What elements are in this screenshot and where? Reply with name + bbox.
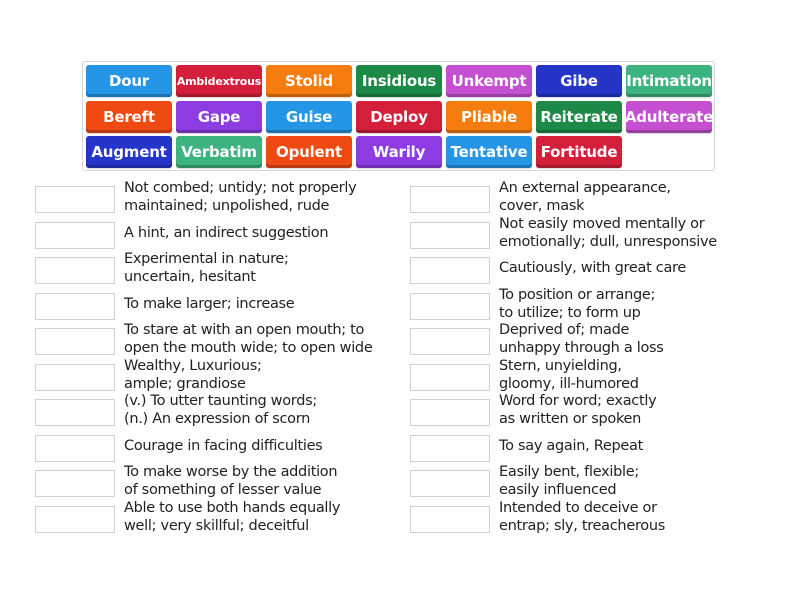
word-tile[interactable]: Insidious: [356, 65, 442, 97]
definition-text: Courage in facing difficulties: [124, 437, 323, 455]
answer-drop-slot[interactable]: [410, 328, 490, 355]
definition-text: Not easily moved mentally or emotionally;…: [499, 215, 717, 251]
definition-text: To say again, Repeat: [499, 437, 643, 455]
word-tile[interactable]: Fortitude: [536, 136, 622, 168]
word-tile[interactable]: Warily: [356, 136, 442, 168]
definition-line-1: Deprived of; made: [499, 322, 630, 338]
definition-line-2: of something of lesser value: [124, 482, 322, 498]
definition-line-2: emotionally; dull, unresponsive: [499, 234, 717, 250]
definition-line-2: as written or spoken: [499, 411, 642, 427]
word-tile[interactable]: Reiterate: [536, 100, 622, 133]
word-tile[interactable]: Tentative: [446, 136, 532, 168]
definition-line-2: entrap; sly, treacherous: [499, 518, 666, 534]
answer-drop-slot[interactable]: [410, 293, 490, 320]
definition-line-1: To stare at with an open mouth; to: [124, 322, 365, 338]
definition-text: Able to use both hands equally well; very…: [124, 499, 340, 535]
answer-drop-slot[interactable]: [410, 364, 490, 391]
answer-drop-slot[interactable]: [35, 293, 115, 320]
definition-text: Not combed; untidy; not properly maintain…: [124, 179, 357, 215]
word-tile[interactable]: Intimation: [626, 65, 712, 97]
word-tile[interactable]: Augment: [86, 136, 172, 168]
definition-line-1: To say again, Repeat: [499, 438, 643, 454]
definition-line-1: To make larger; increase: [124, 296, 295, 312]
definition-line-2: ample; grandiose: [124, 376, 246, 392]
answer-drop-slot[interactable]: [35, 364, 115, 391]
word-tile[interactable]: Adulterate: [625, 100, 713, 133]
word-tile[interactable]: Guise: [266, 100, 352, 133]
definition-line-2: unhappy through a loss: [499, 340, 664, 356]
definition-line-1: Able to use both hands equally: [124, 500, 341, 516]
word-tile[interactable]: Opulent: [266, 136, 352, 168]
definition-line-1: Wealthy, Luxurious;: [124, 358, 262, 374]
definition-text: An external appearance, cover, mask: [499, 179, 671, 215]
definition-text: Intended to deceive or entrap; sly, treac…: [499, 499, 665, 535]
definition-text: A hint, an indirect suggestion: [124, 224, 329, 242]
answer-drop-slot[interactable]: [410, 470, 490, 497]
word-tile[interactable]: Dour: [86, 65, 172, 97]
definition-line-1: To make worse by the addition: [124, 464, 338, 480]
answer-drop-slot[interactable]: [410, 222, 490, 249]
definition-line-2: easily influenced: [499, 482, 617, 498]
word-tile[interactable]: Stolid: [266, 65, 352, 97]
definition-line-1: Word for word; exactly: [499, 393, 657, 409]
definition-text: Wealthy, Luxurious; ample; grandiose: [124, 357, 262, 393]
definition-line-2: (n.) An expression of scorn: [124, 411, 311, 427]
word-tile[interactable]: Gibe: [536, 65, 622, 97]
word-tile[interactable]: Gape: [176, 100, 262, 133]
answer-drop-slot[interactable]: [35, 506, 115, 533]
word-tile[interactable]: Unkempt: [446, 65, 532, 97]
definition-line-1: Stern, unyielding,: [499, 358, 622, 374]
answer-drop-slot[interactable]: [35, 470, 115, 497]
definition-line-1: A hint, an indirect suggestion: [124, 225, 329, 241]
answer-drop-slot[interactable]: [35, 186, 115, 213]
answer-drop-slot[interactable]: [35, 399, 115, 426]
definition-line-1: Experimental in nature;: [124, 251, 289, 267]
answer-drop-slot[interactable]: [35, 435, 115, 462]
answer-drop-slot[interactable]: [410, 186, 490, 213]
definition-text: Deprived of; made unhappy through a loss: [499, 321, 664, 357]
definition-line-2: well; very skillful; deceitful: [124, 518, 309, 534]
word-tile[interactable]: Pliable: [446, 100, 532, 133]
answer-drop-slot[interactable]: [35, 257, 115, 284]
definition-line-1: To position or arrange;: [499, 287, 656, 303]
answer-drop-slot[interactable]: [410, 399, 490, 426]
definition-text: To stare at with an open mouth; to open t…: [124, 321, 373, 357]
answer-drop-slot[interactable]: [410, 506, 490, 533]
word-tile[interactable]: Ambidextrous: [176, 65, 262, 97]
definition-text: Stern, unyielding, gloomy, ill-humored: [499, 357, 639, 393]
definition-line-1: Intended to deceive or: [499, 500, 657, 516]
definition-line-1: Easily bent, flexible;: [499, 464, 639, 480]
definition-text: To position or arrange; to utilize; to fo…: [499, 286, 655, 322]
definition-text: Word for word; exactly as written or spok…: [499, 392, 657, 428]
definition-text: Experimental in nature; uncertain, hesita…: [124, 250, 289, 286]
answer-drop-slot[interactable]: [35, 222, 115, 249]
definition-line-1: An external appearance,: [499, 180, 671, 196]
definition-line-1: Cautiously, with great care: [499, 260, 686, 276]
definition-line-2: gloomy, ill-humored: [499, 376, 639, 392]
definition-text: (v.) To utter taunting words; (n.) An exp…: [124, 392, 317, 428]
word-tile[interactable]: Deploy: [356, 100, 442, 133]
definition-line-1: Courage in facing difficulties: [124, 438, 323, 454]
answer-drop-slot[interactable]: [410, 257, 490, 284]
definition-line-2: open the mouth wide; to open wide: [124, 340, 373, 356]
definition-text: To make worse by the addition of somethin…: [124, 463, 338, 499]
word-tile[interactable]: Bereft: [86, 100, 172, 133]
definition-line-2: to utilize; to form up: [499, 305, 641, 321]
definition-text: To make larger; increase: [124, 295, 295, 313]
definition-line-1: Not combed; untidy; not properly: [124, 180, 357, 196]
definition-line-2: maintained; unpolished, rude: [124, 198, 330, 214]
word-tile[interactable]: Verbatim: [176, 136, 262, 168]
definition-text: Easily bent, flexible; easily influenced: [499, 463, 639, 499]
definition-line-2: cover, mask: [499, 198, 585, 214]
definition-line-1: Not easily moved mentally or: [499, 216, 705, 232]
definition-text: Cautiously, with great care: [499, 259, 686, 277]
definition-line-1: (v.) To utter taunting words;: [124, 393, 317, 409]
definition-line-2: uncertain, hesitant: [124, 269, 256, 285]
answer-drop-slot[interactable]: [410, 435, 490, 462]
answer-drop-slot[interactable]: [35, 328, 115, 355]
